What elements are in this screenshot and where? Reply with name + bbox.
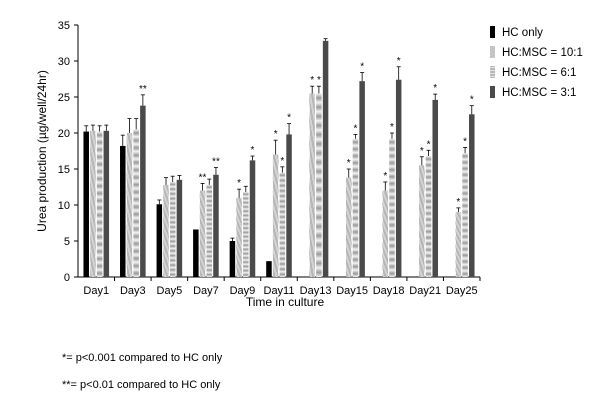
x-tick-label: Day3 xyxy=(120,285,146,297)
significance-mark: * xyxy=(310,75,314,86)
bar-chart: 0 5 10 15 20 25 30 35 Day1 Day3 Day5 Day7 Day9 Day11 D… xyxy=(35,20,583,309)
y-tick-label: 30 xyxy=(58,56,70,68)
y-tick-label: 25 xyxy=(58,92,70,104)
bar xyxy=(462,153,468,277)
significance-mark: * xyxy=(433,83,437,94)
significance-mark: * xyxy=(397,56,401,67)
significance-mark: * xyxy=(360,62,364,73)
x-tick-label: Day9 xyxy=(230,285,256,297)
legend-label: HC:MSC = 10:1 xyxy=(502,47,583,59)
legend-swatch xyxy=(490,66,495,78)
significance-mark: * xyxy=(353,123,357,134)
bar xyxy=(455,212,462,277)
legend-swatch xyxy=(490,46,495,58)
significance-mark: * xyxy=(251,145,255,156)
bar xyxy=(133,129,139,277)
bar xyxy=(322,40,329,278)
bar xyxy=(345,177,352,277)
bar xyxy=(425,156,432,277)
bar xyxy=(169,181,176,277)
significance-mark: * xyxy=(317,75,321,86)
footnote-significance-1: *= p<0.001 compared to HC only xyxy=(62,352,223,364)
bar xyxy=(309,93,315,278)
bar xyxy=(193,229,199,277)
x-tick-label: Day18 xyxy=(373,285,405,297)
significance-mark: * xyxy=(463,136,467,147)
bar xyxy=(389,138,395,277)
significance-mark: * xyxy=(420,146,424,157)
footnote-significance-2: **= p<0.01 compared to HC only xyxy=(62,379,221,391)
bar xyxy=(120,145,126,277)
bar xyxy=(176,179,183,277)
bar xyxy=(90,130,96,277)
significance-mark: * xyxy=(470,95,474,106)
bar xyxy=(243,192,249,277)
y-tick-label: 20 xyxy=(58,128,70,140)
y-tick-label: 35 xyxy=(58,20,70,32)
significance-mark: * xyxy=(427,139,431,150)
x-tick-label: Day7 xyxy=(193,285,219,297)
y-tick-label: 10 xyxy=(58,200,70,212)
y-tick-label: 0 xyxy=(64,272,70,284)
legend-swatch xyxy=(490,26,495,38)
x-tick-label: Day25 xyxy=(446,285,478,297)
bar xyxy=(103,130,110,277)
bar xyxy=(199,190,206,277)
bar xyxy=(249,160,256,277)
y-tick-label: 15 xyxy=(58,164,70,176)
y-axis-title: Urea production (µg/well/24hr) xyxy=(35,70,49,232)
bar xyxy=(279,172,286,277)
legend-label: HC only xyxy=(502,27,543,39)
significance-mark: * xyxy=(280,156,284,167)
bar xyxy=(432,99,438,277)
bar xyxy=(236,197,242,277)
bar xyxy=(272,154,279,277)
bar xyxy=(126,133,133,277)
bar xyxy=(352,138,359,277)
x-tick-label: Day5 xyxy=(157,285,183,297)
legend-label: HC:MSC = 6:1 xyxy=(502,67,576,79)
bar xyxy=(286,134,292,277)
bar xyxy=(96,131,103,277)
bar xyxy=(163,184,169,277)
significance-mark: * xyxy=(456,197,460,208)
x-tick-label: Day13 xyxy=(300,285,332,297)
bar xyxy=(206,184,213,277)
significance-mark: * xyxy=(237,178,241,189)
bar xyxy=(359,81,365,277)
bar xyxy=(382,190,389,277)
bar xyxy=(469,114,475,277)
significance-mark: * xyxy=(383,171,387,182)
x-tick-label: Day21 xyxy=(409,285,441,297)
bar xyxy=(83,131,89,277)
significance-mark: * xyxy=(287,113,291,124)
bar xyxy=(156,204,163,277)
x-tick-label: Day15 xyxy=(336,285,368,297)
significance-mark: * xyxy=(390,122,394,133)
bar xyxy=(229,241,236,277)
significance-mark: * xyxy=(347,158,351,169)
significance-mark: ** xyxy=(212,157,220,168)
bar xyxy=(140,105,146,277)
bar xyxy=(316,93,322,278)
legend-label: HC:MSC = 3:1 xyxy=(502,87,576,99)
x-tick-label: Day11 xyxy=(264,285,295,297)
significance-mark: * xyxy=(274,129,278,140)
x-tick-label: Day1 xyxy=(83,285,109,297)
significance-mark: ** xyxy=(139,84,147,95)
significance-mark: ** xyxy=(199,172,207,183)
bar xyxy=(395,79,402,277)
bar xyxy=(266,261,272,277)
x-axis-title: Time in culture xyxy=(246,295,325,309)
bar xyxy=(419,165,425,277)
bar xyxy=(213,174,219,277)
legend-swatch xyxy=(490,86,495,98)
y-tick-label: 5 xyxy=(64,236,70,248)
